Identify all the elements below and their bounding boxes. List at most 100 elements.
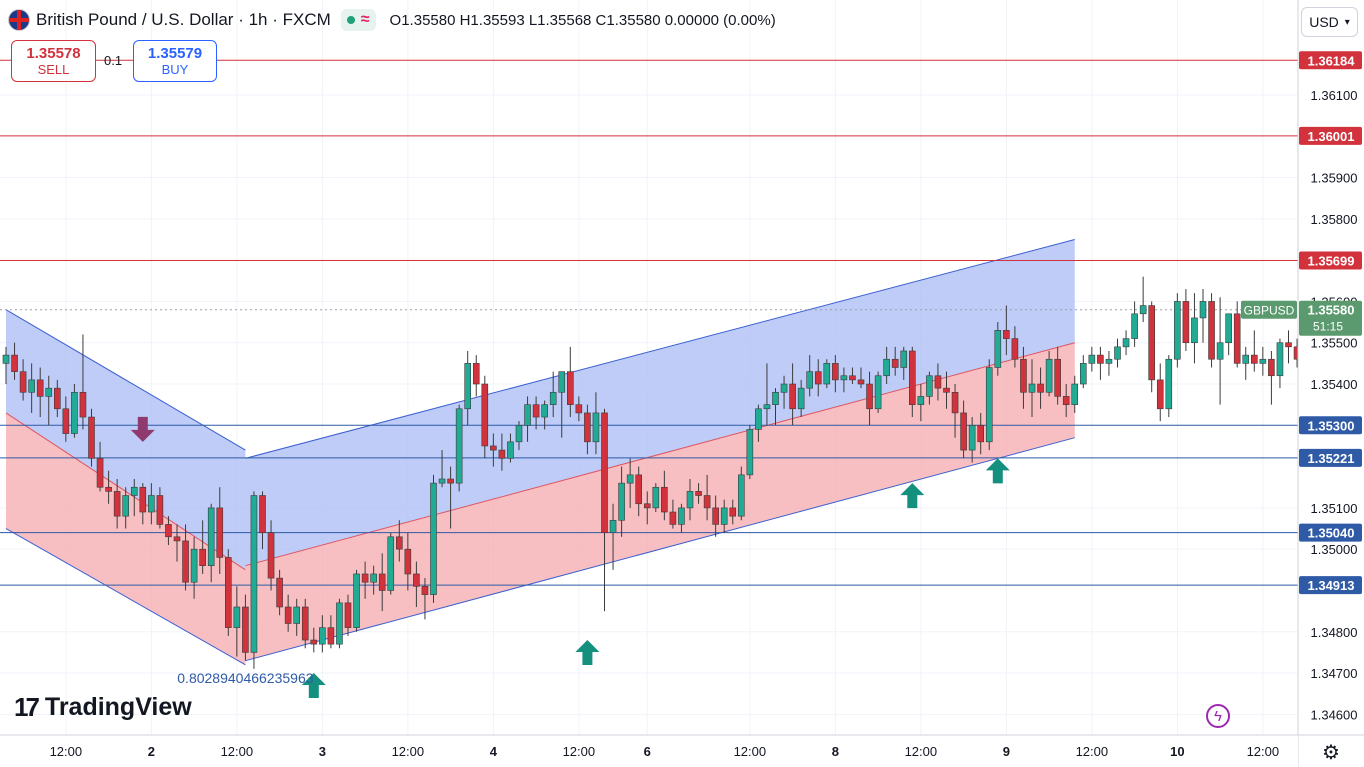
candle-body: [28, 379, 35, 393]
candle-body: [1105, 358, 1113, 364]
candle-body: [515, 425, 523, 443]
candle-body: [1071, 383, 1079, 405]
candle-body: [1268, 358, 1275, 377]
arrow-up-icon: [301, 673, 326, 699]
level-price-label: 1.36001: [1308, 129, 1355, 144]
candle-body: [635, 474, 643, 505]
channel-upper-band: [245, 239, 1075, 566]
market-status-pill[interactable]: ≈: [340, 9, 376, 31]
brand-name: TradingView: [44, 693, 192, 721]
level-price-label: 1.35040: [1308, 526, 1355, 541]
level-price-badge: [1299, 523, 1362, 542]
candle-body: [780, 383, 788, 393]
candle-body: [686, 491, 694, 509]
x-tick-label: 12:00: [905, 744, 938, 759]
buy-button[interactable]: 1.35579 BUY: [133, 40, 217, 82]
sell-price: 1.35578: [26, 45, 81, 62]
candle-body: [772, 391, 779, 405]
x-tick-label: 12:00: [563, 744, 596, 759]
candle-body: [1216, 342, 1224, 360]
level-price-badge: [1299, 448, 1362, 467]
countdown-label: 51:15: [1313, 320, 1343, 334]
candle-body: [874, 375, 882, 410]
candle-body: [609, 519, 617, 533]
candle-body: [866, 383, 873, 410]
lightning-icon[interactable]: ϟ: [1206, 704, 1230, 728]
candle-body: [455, 408, 463, 484]
candle-body: [190, 548, 198, 583]
settings-icon[interactable]: ⚙: [1322, 742, 1340, 764]
x-tick-label: 10: [1170, 744, 1184, 759]
candle-body: [703, 495, 711, 509]
candle-body: [661, 486, 668, 513]
candle-body: [11, 354, 18, 372]
x-tick-label: 12:00: [734, 744, 767, 759]
candle-body: [934, 375, 942, 389]
candle-body: [1003, 330, 1010, 339]
candle-body: [361, 573, 369, 583]
candle-body: [823, 363, 831, 385]
candle-body: [857, 379, 865, 385]
candle-body: [182, 540, 189, 583]
x-tick-label: 12:00: [1076, 744, 1109, 759]
symbol-badge: [1241, 300, 1297, 319]
candle-body: [678, 507, 685, 525]
candle-body: [720, 507, 728, 525]
channel-lower-band: [6, 412, 246, 665]
symbol-title[interactable]: British Pound / U.S. Dollar · 1h · FXCM: [36, 10, 331, 29]
candle-body: [566, 371, 574, 405]
candle-body: [319, 627, 326, 645]
level-price-label: 1.36184: [1308, 53, 1356, 68]
tradingview-logo-icon: 17: [14, 692, 40, 722]
candle-body: [1122, 338, 1130, 348]
candle-body: [301, 606, 309, 641]
candle-body: [1114, 346, 1121, 360]
candle-body: [36, 379, 44, 397]
currency-label: USD: [1309, 14, 1339, 30]
candle-body: [62, 408, 70, 434]
time-axis: [0, 735, 1298, 767]
level-price-label: 1.35221: [1308, 451, 1355, 466]
sell-button[interactable]: 1.35578 SELL: [11, 40, 96, 82]
candle-body: [849, 375, 856, 381]
tradingview-logo[interactable]: 17 TradingView: [14, 692, 192, 723]
currency-select[interactable]: USD ▾: [1301, 7, 1358, 37]
ohlc-readout: O1.35580 H1.35593 L1.35568 C1.35580 0.00…: [389, 11, 776, 29]
x-tick-label: 12:00: [221, 744, 254, 759]
candle-body: [626, 474, 634, 484]
candle-body: [96, 458, 104, 488]
x-tick-label: 3: [319, 744, 326, 759]
candle-body: [1199, 301, 1207, 319]
order-quantity[interactable]: 0.1: [104, 53, 123, 68]
candle-body: [216, 507, 224, 558]
candle-body: [336, 602, 343, 645]
candle-body: [1054, 358, 1061, 397]
candle-body: [481, 383, 489, 447]
candle-body: [259, 495, 266, 533]
candle-body: [669, 511, 677, 525]
candle-body: [71, 391, 78, 434]
candle-body: [327, 627, 335, 645]
candle-body: [968, 425, 976, 451]
level-price-badge: [1299, 416, 1362, 435]
candle-body: [225, 557, 232, 628]
candle-body: [199, 548, 206, 567]
arrow-up-icon: [985, 458, 1010, 484]
candle-body: [472, 363, 480, 385]
chevron-down-icon: ▾: [1344, 16, 1350, 28]
candle-body: [413, 573, 420, 587]
data-wave-icon: ≈: [360, 11, 370, 28]
candle-body: [712, 507, 719, 525]
candle-body: [1148, 305, 1155, 381]
candle-body: [746, 429, 754, 476]
candle-body: [113, 491, 121, 517]
candle-body: [592, 412, 600, 443]
candle-body: [1242, 354, 1250, 364]
candle-body: [1182, 301, 1190, 344]
candle-body: [832, 363, 839, 381]
candle-body: [883, 358, 890, 377]
candle-body: [1080, 363, 1087, 385]
candle-body: [310, 639, 318, 645]
level-price-badge: [1299, 51, 1362, 70]
